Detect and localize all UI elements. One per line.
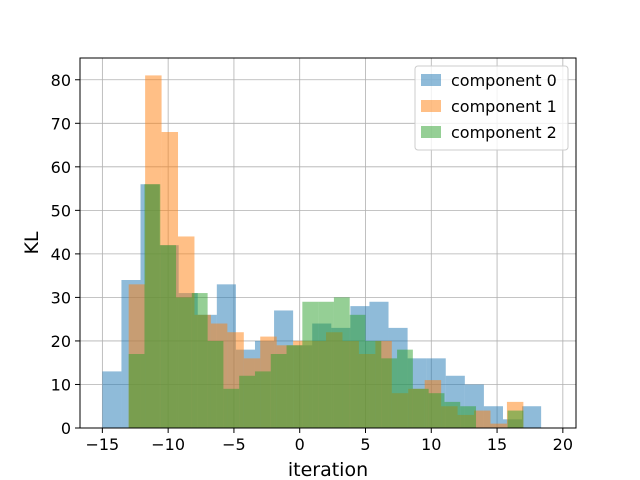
bar	[286, 345, 303, 428]
x-axis-label: iteration	[288, 459, 368, 480]
legend-label: component 2	[451, 123, 557, 142]
x-tick-label: 20	[553, 435, 573, 454]
y-tick-label: 30	[51, 288, 71, 307]
bar	[144, 184, 161, 428]
legend: component 0 component 1 component 2	[414, 65, 569, 151]
y-axis-label: KL	[21, 231, 43, 254]
legend-box	[414, 65, 569, 151]
bar	[365, 340, 382, 428]
y-tick-label: 60	[51, 158, 71, 177]
legend-swatch	[421, 126, 441, 138]
y-tick-label: 0	[61, 419, 71, 438]
bar	[102, 371, 122, 428]
bar	[176, 297, 192, 428]
x-tick-label: 10	[421, 435, 441, 454]
bar	[349, 314, 366, 428]
y-tick-label: 80	[51, 71, 71, 90]
x-tick-label: 0	[295, 435, 305, 454]
bar	[474, 410, 491, 428]
y-tick-label: 40	[51, 245, 71, 264]
legend-swatch	[421, 74, 441, 86]
bar	[302, 301, 319, 428]
x-tick-label: −15	[85, 435, 119, 454]
bar	[381, 358, 398, 428]
y-tick-label: 50	[51, 201, 71, 220]
y-axis: 0 10 20 30 40 50 60 70 80	[51, 71, 80, 438]
bar	[490, 423, 507, 428]
x-axis: −15 −10 −5 0 5 10 15 20	[85, 428, 573, 454]
y-tick-label: 10	[51, 375, 71, 394]
plot-frame	[79, 57, 577, 429]
legend-label: component 1	[451, 97, 557, 116]
bar	[207, 340, 224, 428]
bar	[239, 375, 255, 428]
bar	[397, 349, 413, 428]
bar	[507, 410, 524, 428]
x-tick-label: −5	[222, 435, 246, 454]
bar	[522, 406, 542, 428]
bar	[128, 354, 145, 428]
bar	[318, 301, 334, 428]
bar	[333, 297, 350, 428]
bar	[460, 406, 477, 428]
bar	[412, 388, 429, 428]
bar	[444, 401, 461, 428]
bar	[223, 388, 240, 428]
bar	[191, 293, 208, 428]
y-tick-label: 20	[51, 332, 71, 351]
bar	[270, 354, 287, 428]
y-tick-label: 70	[51, 114, 71, 133]
legend-swatch	[421, 100, 441, 112]
series-2-bars	[128, 184, 524, 428]
x-tick-label: 5	[360, 435, 370, 454]
bars	[102, 75, 542, 428]
bar	[254, 371, 271, 428]
bar	[428, 393, 445, 428]
x-tick-label: −10	[151, 435, 185, 454]
x-tick-label: 15	[487, 435, 507, 454]
legend-label: component 0	[451, 71, 557, 90]
bar	[160, 245, 177, 428]
